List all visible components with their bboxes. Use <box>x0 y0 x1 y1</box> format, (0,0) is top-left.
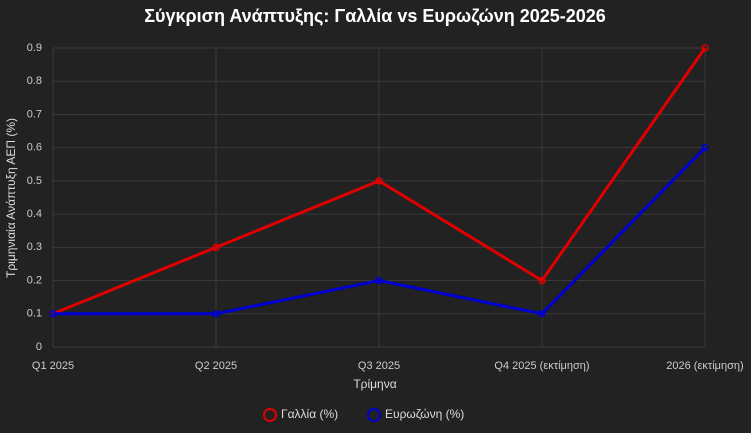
y-tick-label: 0.4 <box>27 208 42 220</box>
y-tick-label: 0.6 <box>27 142 42 154</box>
data-point <box>375 276 383 285</box>
x-axis-title: Τρίμηνα <box>353 377 396 391</box>
data-point <box>701 143 709 152</box>
data-point <box>212 310 220 318</box>
x-tick-label: Q2 2025 <box>195 360 237 372</box>
y-tick-label: 0 <box>36 341 42 353</box>
legend-label[interactable]: Γαλλία (%) <box>281 407 338 421</box>
x-tick-label: Q3 2025 <box>358 360 400 372</box>
data-point <box>538 276 546 285</box>
data-point <box>375 177 383 185</box>
data-point <box>538 310 546 318</box>
y-tick-label: 0.1 <box>27 308 42 320</box>
y-tick-label: 0.9 <box>27 42 42 54</box>
series-line <box>52 47 707 316</box>
legend-marker[interactable] <box>367 408 381 422</box>
data-point <box>212 243 220 252</box>
y-tick-label: 0.2 <box>27 274 42 286</box>
y-tick-label: 0.3 <box>27 241 42 253</box>
legend-label[interactable]: Ευρωζώνη (%) <box>385 407 464 421</box>
x-tick-label: Q1 2025 <box>32 360 74 372</box>
x-tick-label: Q4 2025 (εκτίμηση) <box>494 360 589 372</box>
y-tick-label: 0.8 <box>27 75 42 87</box>
chart-title: Σύγκριση Ανάπτυξης: Γαλλία vs Ευρωζώνη 2… <box>144 6 606 27</box>
y-tick-label: 0.7 <box>27 108 42 120</box>
series-line <box>53 146 707 316</box>
data-point <box>701 44 709 52</box>
x-tick-label: 2026 (εκτίμηση) <box>666 360 743 372</box>
y-axis-title: Τριμηνιαία Ανάπτυξη ΑΕΠ (%) <box>4 118 18 278</box>
data-point <box>49 310 57 318</box>
y-tick-label: 0.5 <box>27 175 42 187</box>
legend-marker[interactable] <box>263 408 277 422</box>
